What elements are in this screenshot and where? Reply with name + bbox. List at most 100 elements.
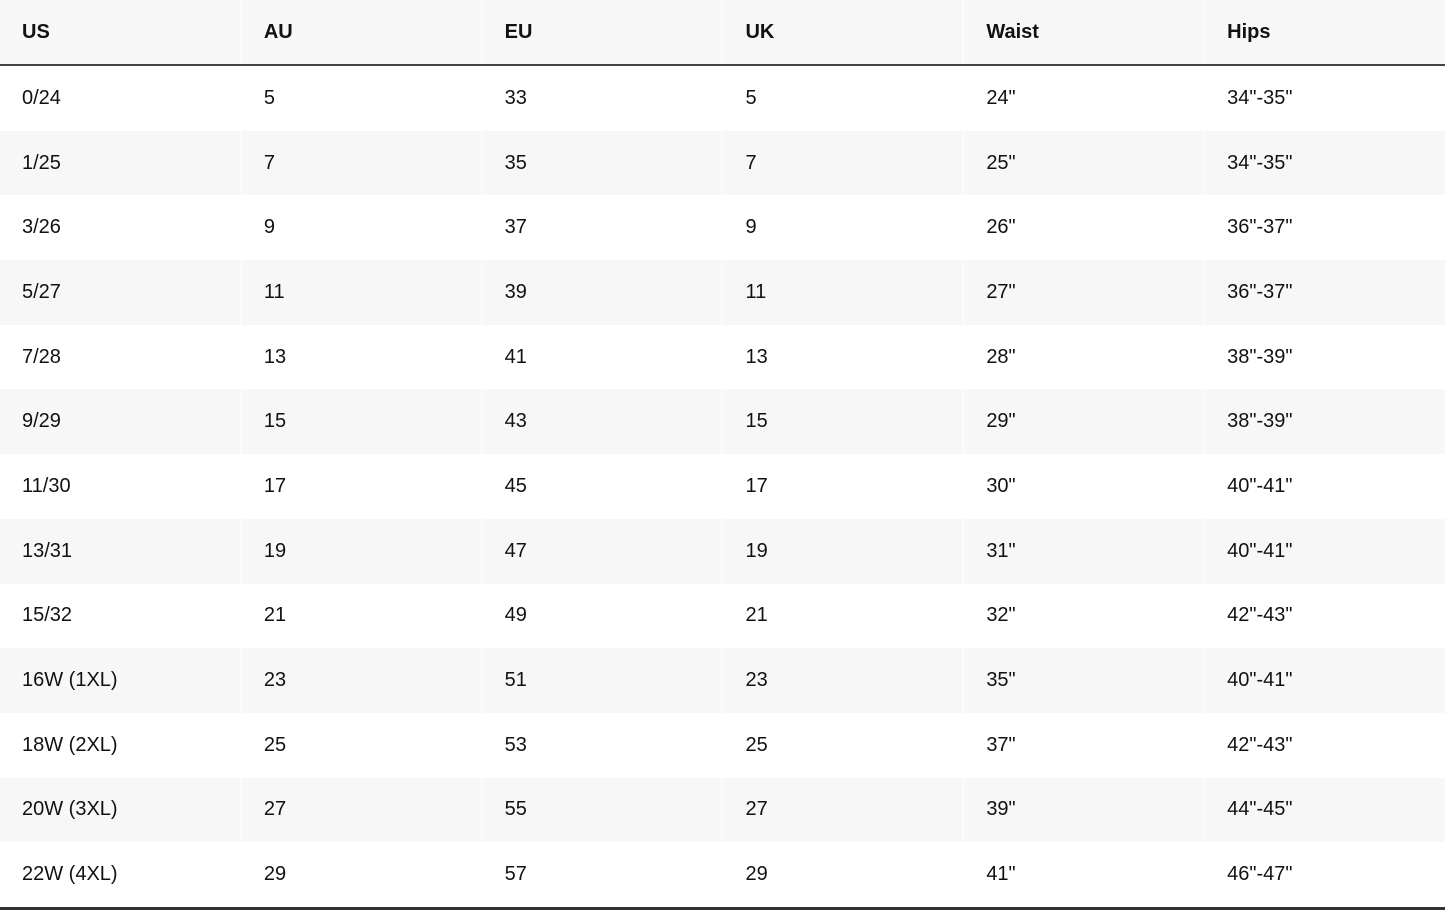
cell-eu: 57 — [480, 842, 723, 910]
cell-waist: 29" — [962, 389, 1205, 455]
cell-au: 7 — [239, 130, 482, 196]
cell-us: 16W (1XL) — [0, 648, 241, 713]
table-row: 20W (3XL) 27 55 27 39" 44"-45" — [0, 777, 1445, 843]
cell-au: 25 — [239, 712, 482, 778]
cell-uk: 27 — [721, 777, 964, 843]
cell-uk: 21 — [721, 583, 964, 649]
cell-uk: 25 — [721, 712, 964, 778]
cell-uk: 23 — [721, 648, 964, 713]
cell-hips: 38"-39" — [1203, 389, 1445, 455]
cell-waist: 26" — [962, 195, 1205, 261]
cell-us: 7/28 — [22, 345, 61, 368]
table-row: 22W (4XL) 29 57 29 41" 46"-47" — [0, 842, 1445, 910]
cell-au: 13 — [239, 324, 482, 390]
cell-waist: 31" — [962, 518, 1205, 584]
column-header-uk: UK — [721, 0, 964, 66]
column-header-eu: EU — [480, 0, 723, 66]
column-header-hips: Hips — [1203, 0, 1445, 66]
cell-au: 21 — [239, 583, 482, 649]
column-header-au: AU — [239, 0, 482, 66]
cell-hips: 36"-37" — [1203, 260, 1445, 325]
table-body: 0/24 5 33 5 24" 34"-35" 1/25 7 35 7 25" 34"-35" 3/26… — [0, 65, 1445, 910]
cell-waist: 24" — [962, 65, 1205, 131]
cell-hips: 40"-41" — [1203, 454, 1445, 519]
cell-waist: 25" — [962, 130, 1205, 196]
cell-uk: 9 — [721, 195, 964, 261]
cell-eu: 33 — [480, 65, 723, 131]
cell-waist: 37" — [962, 712, 1205, 778]
cell-au: 5 — [239, 65, 482, 131]
cell-us: 11/30 — [22, 474, 71, 497]
table-row: 3/26 9 37 9 26" 36"-37" — [0, 195, 1445, 261]
cell-waist: 39" — [962, 777, 1205, 843]
cell-au: 15 — [239, 389, 482, 455]
cell-au: 23 — [239, 648, 482, 713]
cell-au: 27 — [239, 777, 482, 843]
cell-eu: 47 — [480, 518, 723, 584]
cell-waist: 30" — [962, 454, 1205, 519]
cell-waist: 35" — [962, 648, 1205, 713]
cell-hips: 44"-45" — [1203, 777, 1445, 843]
cell-uk: 17 — [721, 454, 964, 519]
cell-us: 22W (4XL) — [0, 842, 241, 910]
cell-us: 9/29 — [0, 389, 241, 455]
cell-hips: 36"-37" — [1203, 195, 1445, 261]
table-header: US AU EU UK Waist Hips — [0, 0, 1445, 66]
cell-au: 9 — [239, 195, 482, 261]
cell-eu: 43 — [480, 389, 723, 455]
cell-hips: 42"-43" — [1203, 583, 1445, 649]
cell-waist: 27" — [962, 260, 1205, 325]
cell-eu: 41 — [480, 324, 723, 390]
cell-eu: 49 — [480, 583, 723, 649]
table-row: 16W (1XL) 23 51 23 35" 40"-41" — [0, 648, 1445, 713]
table-row: 13/31 19 47 19 31" 40"-41" — [0, 518, 1445, 584]
cell-us: 5/27 — [0, 260, 241, 325]
table-row: 9/29 15 43 15 29" 38"-39" — [0, 389, 1445, 455]
cell-uk: 15 — [721, 389, 964, 455]
cell-eu: 39 — [480, 260, 723, 325]
cell-waist: 41" — [962, 842, 1205, 910]
table-row: 5/27 11 39 11 27" 36"-37" — [0, 260, 1445, 325]
cell-eu: 35 — [480, 130, 723, 196]
cell-eu: 37 — [480, 195, 723, 261]
cell-uk: 5 — [721, 65, 964, 131]
cell-au: 29 — [239, 842, 482, 910]
cell-waist: 32" — [962, 583, 1205, 649]
cell-hips: 34"-35" — [1203, 65, 1445, 131]
cell-us: 0/24 — [22, 86, 61, 109]
table-row: 1/25 7 35 7 25" 34"-35" — [0, 130, 1445, 196]
cell-au: 11 — [239, 260, 482, 325]
cell-us: 13/31 — [0, 518, 241, 584]
cell-hips: 42"-43" — [1203, 712, 1445, 778]
column-header-waist: Waist — [962, 0, 1205, 66]
cell-hips: 34"-35" — [1203, 130, 1445, 196]
cell-us: 18W (2XL) — [22, 733, 118, 756]
table-row: 15/32 21 49 21 32" 42"-43" — [0, 583, 1445, 649]
cell-au: 17 — [239, 454, 482, 519]
cell-waist: 28" — [962, 324, 1205, 390]
cell-eu: 45 — [480, 454, 723, 519]
cell-uk: 13 — [721, 324, 964, 390]
cell-uk: 7 — [721, 130, 964, 196]
column-header-us: US — [0, 0, 241, 66]
table-row: 11/30 17 45 17 30" 40"-41" — [0, 454, 1445, 519]
cell-eu: 51 — [480, 648, 723, 713]
cell-hips: 40"-41" — [1203, 648, 1445, 713]
cell-uk: 19 — [721, 518, 964, 584]
cell-us: 3/26 — [22, 216, 61, 239]
cell-us: 15/32 — [22, 604, 73, 627]
table-row: 7/28 13 41 13 28" 38"-39" — [0, 324, 1445, 390]
cell-uk: 29 — [721, 842, 964, 910]
cell-us: 1/25 — [0, 130, 241, 196]
table-row: 0/24 5 33 5 24" 34"-35" — [0, 65, 1445, 131]
cell-eu: 55 — [480, 777, 723, 843]
cell-eu: 53 — [480, 712, 723, 778]
cell-us: 20W (3XL) — [0, 777, 241, 843]
cell-hips: 40"-41" — [1203, 518, 1445, 584]
cell-uk: 11 — [721, 260, 964, 325]
cell-hips: 46"-47" — [1203, 842, 1445, 910]
header-row: US AU EU UK Waist Hips — [0, 0, 1445, 66]
cell-au: 19 — [239, 518, 482, 584]
table-row: 18W (2XL) 25 53 25 37" 42"-43" — [0, 712, 1445, 778]
